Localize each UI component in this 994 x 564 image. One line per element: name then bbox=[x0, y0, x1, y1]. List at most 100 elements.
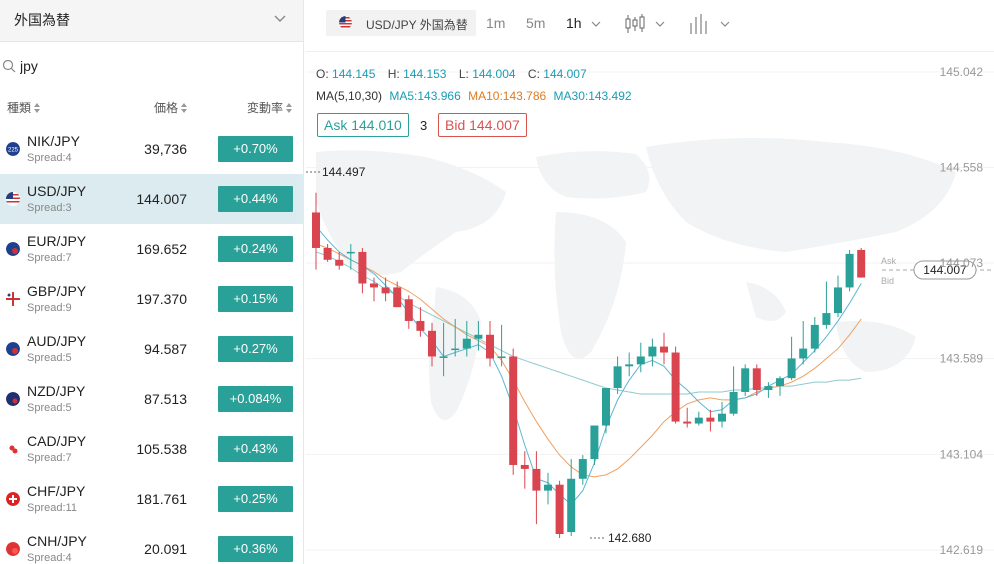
instrument-row[interactable]: NZD/JPY Spread:5 87.513 +0.084% bbox=[0, 374, 303, 424]
candle bbox=[776, 376, 784, 396]
candle bbox=[648, 338, 657, 367]
candle bbox=[764, 382, 773, 398]
candles bbox=[312, 192, 866, 538]
candle bbox=[474, 320, 483, 351]
candle bbox=[428, 322, 436, 367]
instrument-row[interactable]: EUR/JPY Spread:7 169.652 +0.24% bbox=[0, 224, 303, 274]
instrument-spread: Spread:9 bbox=[27, 302, 72, 314]
candlestick-chart[interactable]: 144.497 142.680 Ask Bid 144.007 145.0421… bbox=[306, 52, 994, 564]
symbol-name: USD/JPY 外国為替 bbox=[366, 18, 468, 32]
instrument-row[interactable]: CAD/JPY Spread:7 105.538 +0.43% bbox=[0, 424, 303, 474]
sort-icon bbox=[181, 102, 188, 113]
instrument-spread: Spread:11 bbox=[27, 502, 77, 514]
instrument-price: 87.513 bbox=[144, 391, 187, 407]
change-badge: +0.15% bbox=[218, 286, 293, 312]
open-label: O: bbox=[316, 67, 329, 81]
candle bbox=[486, 320, 494, 367]
timeframe-1h[interactable]: 1h bbox=[566, 15, 582, 31]
chevron-down-icon[interactable] bbox=[720, 19, 730, 29]
instrument-spread: Spread:5 bbox=[27, 352, 72, 364]
instrument-list: 225 NIK/JPY Spread:4 39,736 +0.70% USD/JPY Spr… bbox=[0, 124, 303, 564]
high-value: 144.153 bbox=[403, 67, 447, 81]
candle bbox=[509, 348, 518, 475]
symbol-selector[interactable]: USD/JPY 外国為替 bbox=[326, 10, 476, 36]
search-input[interactable] bbox=[20, 56, 290, 76]
instrument-price: 105.538 bbox=[136, 441, 187, 457]
close-value: 144.007 bbox=[543, 67, 587, 81]
candle bbox=[729, 366, 738, 416]
bid-tag: Bid bbox=[881, 276, 894, 286]
candle bbox=[335, 251, 344, 270]
us-flag-icon bbox=[6, 192, 20, 206]
change-badge: +0.43% bbox=[218, 436, 293, 462]
sort-price-header[interactable]: 価格 bbox=[154, 99, 188, 116]
price-axis-label: 143.589 bbox=[940, 352, 984, 366]
candle bbox=[683, 407, 692, 428]
chevron-down-icon[interactable] bbox=[591, 19, 601, 29]
search-bar bbox=[0, 46, 303, 84]
candle bbox=[590, 425, 599, 465]
ma-params-label: MA(5,10,30) bbox=[316, 89, 383, 103]
sort-name-header[interactable]: 種類 bbox=[7, 99, 41, 116]
bid-price-button[interactable]: Bid 144.007 bbox=[438, 113, 527, 137]
instrument-symbol: NIK/JPY bbox=[27, 133, 80, 149]
instrument-row[interactable]: CNH/JPY Spread:4 20.091 +0.36% bbox=[0, 524, 303, 564]
225-flag-icon: 225 bbox=[6, 142, 20, 156]
category-title: 外国為替 bbox=[14, 12, 70, 28]
candle bbox=[810, 317, 819, 353]
close-label: C: bbox=[527, 67, 540, 81]
candle bbox=[451, 318, 460, 357]
candle bbox=[822, 281, 831, 329]
price-grid bbox=[306, 71, 994, 551]
world-map-background bbox=[316, 138, 956, 420]
candlestick-icon[interactable] bbox=[624, 13, 646, 35]
price-axis: 145.042 144.558 144.073 143.589 143.104 142.6… bbox=[940, 65, 984, 557]
ask-tag: Ask bbox=[881, 256, 897, 266]
candle bbox=[544, 472, 552, 505]
ma5-value: MA5:143.966 bbox=[389, 89, 461, 103]
candle bbox=[741, 364, 750, 396]
last-price-label: 144.007 bbox=[923, 263, 967, 277]
instrument-symbol: USD/JPY bbox=[27, 183, 87, 199]
candle bbox=[578, 455, 587, 485]
ch-flag-icon bbox=[6, 492, 20, 506]
candle bbox=[752, 364, 761, 396]
timeframe-1m[interactable]: 1m bbox=[486, 15, 506, 31]
instrument-symbol: AUD/JPY bbox=[27, 333, 87, 349]
nz-flag-icon bbox=[6, 392, 20, 406]
candle bbox=[416, 307, 425, 337]
candle bbox=[404, 295, 413, 329]
bars-icon[interactable] bbox=[688, 13, 710, 35]
instrument-symbol: EUR/JPY bbox=[27, 233, 87, 249]
price-chart[interactable]: 144.497 142.680 Ask Bid 144.007 145.042 1… bbox=[306, 52, 994, 564]
candle bbox=[532, 451, 541, 525]
sort-change-header[interactable]: 変動率 bbox=[247, 99, 293, 116]
gb-flag-icon bbox=[6, 292, 20, 306]
ohlc-readout: O: 144.145 H: 144.153 L: 144.004 C: 144.… bbox=[316, 67, 596, 81]
instrument-row[interactable]: USD/JPY Spread:3 144.007 +0.44% bbox=[0, 174, 303, 224]
instrument-row[interactable]: 225 NIK/JPY Spread:4 39,736 +0.70% bbox=[0, 124, 303, 174]
candle bbox=[439, 322, 448, 377]
category-selector[interactable]: 外国為替 bbox=[0, 0, 303, 42]
instrument-symbol: CAD/JPY bbox=[27, 433, 87, 449]
instrument-row[interactable]: CHF/JPY Spread:11 181.761 +0.25% bbox=[0, 474, 303, 524]
change-badge: +0.36% bbox=[218, 536, 293, 562]
ask-price-button[interactable]: Ask 144.010 bbox=[317, 113, 409, 137]
price-axis-label: 144.558 bbox=[940, 160, 984, 174]
candle bbox=[497, 324, 506, 367]
candle bbox=[857, 247, 866, 278]
change-badge: +0.44% bbox=[218, 186, 293, 212]
instrument-row[interactable]: GBP/JPY Spread:9 197.370 +0.15% bbox=[0, 274, 303, 324]
candle bbox=[323, 244, 332, 262]
instrument-row[interactable]: AUD/JPY Spread:5 94.587 +0.27% bbox=[0, 324, 303, 374]
candle bbox=[358, 247, 367, 294]
instrument-price: 181.761 bbox=[136, 491, 187, 507]
candle bbox=[834, 275, 842, 318]
chevron-down-icon[interactable] bbox=[655, 19, 665, 29]
low-label: L: bbox=[458, 67, 469, 81]
change-badge: +0.25% bbox=[218, 486, 293, 512]
timeframe-5m[interactable]: 5m bbox=[526, 15, 546, 31]
ca-flag-icon bbox=[6, 442, 20, 456]
instrument-price: 197.370 bbox=[136, 291, 187, 307]
candle bbox=[845, 249, 854, 292]
